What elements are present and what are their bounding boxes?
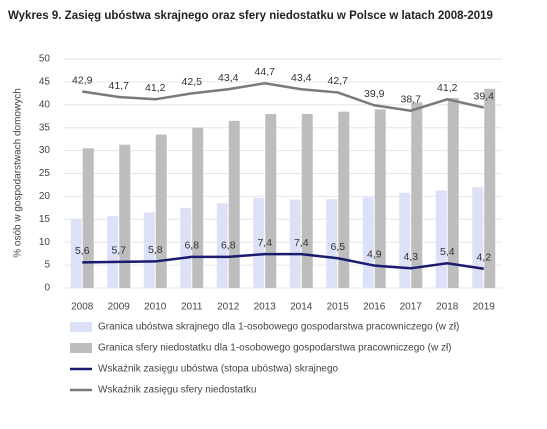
- data-label: 4,3: [403, 251, 418, 263]
- y-tick-label: 10: [39, 237, 51, 248]
- y-tick-label: 5: [44, 260, 50, 271]
- data-label: 41,2: [437, 82, 458, 94]
- bar: [411, 102, 423, 288]
- y-tick-label: 30: [39, 145, 51, 156]
- chart-title: Wykres 9. Zasięg ubóstwa skrajnego oraz …: [8, 10, 493, 22]
- data-label: 5,6: [75, 245, 90, 257]
- y-tick-label: 40: [39, 99, 51, 110]
- y-tick-label: 15: [39, 214, 51, 225]
- x-tick-label: 2011: [181, 302, 203, 313]
- data-label: 41,2: [145, 82, 166, 94]
- data-label: 39,4: [474, 90, 495, 102]
- y-tick-label: 45: [39, 77, 51, 88]
- data-label: 7,4: [257, 237, 272, 249]
- x-tick-label: 2008: [71, 302, 94, 313]
- data-label: 41,7: [109, 80, 130, 92]
- x-tick-label: 2014: [290, 302, 313, 313]
- data-label: 39,9: [364, 88, 385, 100]
- data-label: 6,8: [184, 240, 199, 252]
- bar: [362, 197, 374, 288]
- data-label: 42,9: [72, 74, 93, 86]
- y-axis-label: % osób w gospodarstwach domowych: [13, 88, 24, 258]
- bar: [228, 120, 240, 288]
- y-tick-label: 35: [39, 122, 51, 133]
- data-label: 4,9: [367, 248, 382, 260]
- legend-swatch: [70, 343, 92, 353]
- bar: [472, 187, 484, 288]
- data-label: 6,8: [221, 240, 236, 252]
- x-tick-label: 2015: [327, 302, 350, 313]
- bar: [82, 148, 94, 288]
- data-label: 43,4: [218, 72, 239, 84]
- data-label: 5,8: [148, 244, 163, 256]
- bar: [435, 190, 447, 288]
- data-label: 5,7: [111, 245, 126, 257]
- x-tick-label: 2019: [473, 302, 496, 313]
- y-tick-label: 25: [39, 168, 51, 179]
- line: [82, 82, 485, 113]
- bar: [289, 199, 301, 288]
- legend-label: Granica sfery niedostatku dla 1-osoboweg…: [98, 343, 452, 354]
- bar: [399, 192, 411, 288]
- y-tick-label: 50: [39, 54, 51, 65]
- x-tick-label: 2016: [363, 302, 386, 313]
- legend-swatch: [70, 322, 92, 332]
- x-tick-label: 2013: [254, 302, 277, 313]
- bar: [253, 197, 265, 288]
- bar: [301, 113, 313, 289]
- data-label: 7,4: [294, 237, 309, 249]
- data-label: 6,5: [330, 241, 345, 253]
- bar: [374, 109, 386, 288]
- data-label: 38,7: [401, 94, 422, 106]
- data-label: 42,7: [328, 75, 349, 87]
- legend-label: Granica ubóstwa skrajnego dla 1-osoboweg…: [98, 322, 459, 333]
- y-tick-label: 0: [44, 283, 50, 294]
- bar: [143, 212, 155, 288]
- legend-label: Wskaźnik zasięgu sfery niedostatku: [98, 385, 256, 396]
- bar: [216, 203, 228, 288]
- y-tick-label: 20: [39, 191, 51, 202]
- legend-label: Wskaźnik zasięgu ubóstwa (stopa ubóstwa)…: [98, 364, 339, 375]
- bar: [338, 111, 350, 288]
- bar: [326, 199, 338, 288]
- data-label: 43,4: [291, 72, 312, 84]
- data-label: 44,7: [255, 66, 276, 78]
- line: [82, 252, 484, 271]
- x-tick-label: 2018: [436, 302, 459, 313]
- x-tick-label: 2010: [144, 302, 167, 313]
- x-tick-label: 2017: [400, 302, 423, 313]
- data-label: 4,2: [476, 252, 491, 264]
- data-label: 5,4: [440, 246, 455, 258]
- bar: [119, 144, 131, 288]
- bar: [265, 113, 277, 289]
- data-label: 42,5: [182, 76, 203, 88]
- bar: [70, 219, 82, 288]
- bar: [180, 207, 192, 288]
- x-tick-label: 2009: [108, 302, 131, 313]
- bar: [447, 97, 459, 289]
- bar: [484, 88, 496, 289]
- bar: [155, 134, 167, 288]
- bar: [107, 216, 119, 288]
- bar: [192, 127, 204, 288]
- x-tick-label: 2012: [217, 302, 240, 313]
